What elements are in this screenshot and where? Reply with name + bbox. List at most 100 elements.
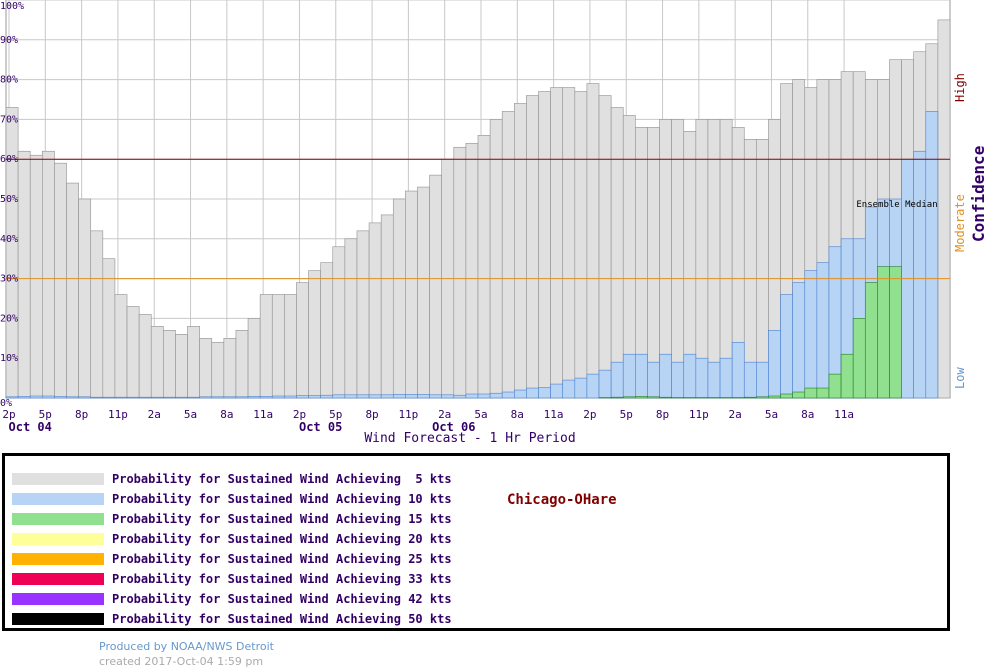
bar bbox=[308, 395, 321, 399]
x-axis-ticks: 2p 5p 8p 11p 2a 5a 8a 11a 2p 5p 8p 11p 2a 5a 8a 11a 2p 5p… bbox=[2, 408, 854, 421]
bar bbox=[550, 383, 564, 399]
bar bbox=[622, 353, 636, 399]
x-tick-label: 8p bbox=[656, 408, 669, 421]
legend-label: Probability for Sustained Wind Achieving… bbox=[112, 472, 452, 486]
series-15kts bbox=[598, 266, 902, 399]
bar bbox=[756, 361, 769, 399]
bar bbox=[320, 394, 334, 399]
x-tick-label: 8p bbox=[75, 408, 88, 421]
y-tick-label: 20% bbox=[0, 313, 18, 324]
bar bbox=[138, 314, 152, 399]
bar bbox=[102, 258, 116, 399]
bar bbox=[102, 396, 116, 399]
legend-swatch bbox=[12, 553, 104, 565]
legend-swatch bbox=[12, 473, 104, 485]
bar bbox=[804, 270, 818, 399]
bar bbox=[199, 337, 213, 399]
bar bbox=[828, 373, 842, 399]
bar bbox=[199, 396, 213, 399]
bar bbox=[925, 111, 939, 399]
bar bbox=[635, 353, 648, 399]
bar bbox=[163, 330, 176, 399]
bar bbox=[441, 394, 455, 399]
bar bbox=[877, 266, 890, 399]
bar bbox=[66, 396, 79, 399]
bar bbox=[308, 270, 321, 399]
bar bbox=[259, 396, 273, 399]
bar bbox=[368, 222, 382, 399]
bar bbox=[332, 394, 346, 399]
y-tick-label: 70% bbox=[0, 114, 18, 125]
bar bbox=[586, 373, 600, 399]
bar bbox=[477, 393, 491, 399]
bar bbox=[453, 394, 467, 399]
bar bbox=[54, 396, 67, 399]
bar bbox=[284, 395, 297, 399]
bar bbox=[562, 87, 576, 399]
bar bbox=[368, 394, 382, 399]
bar bbox=[647, 396, 660, 399]
x-tick-label: 5a bbox=[765, 408, 778, 421]
y-tick-label: 0% bbox=[0, 398, 12, 409]
bar bbox=[356, 394, 370, 399]
bar bbox=[562, 379, 576, 399]
bar bbox=[90, 230, 104, 399]
bar bbox=[816, 262, 830, 399]
bar bbox=[332, 246, 346, 399]
legend-label: Probability for Sustained Wind Achieving… bbox=[112, 552, 452, 566]
bar bbox=[42, 395, 55, 399]
legend-swatch bbox=[12, 533, 104, 545]
bar bbox=[780, 294, 793, 399]
y-tick-label: 90% bbox=[0, 35, 18, 46]
bar bbox=[707, 119, 721, 399]
bar bbox=[598, 369, 612, 399]
bar bbox=[598, 95, 612, 399]
x-tick-label: 11a bbox=[253, 408, 273, 421]
bar bbox=[187, 396, 200, 399]
bar bbox=[840, 353, 854, 399]
bar bbox=[417, 186, 430, 399]
bar bbox=[683, 353, 697, 399]
bar bbox=[743, 396, 757, 399]
bar bbox=[405, 394, 418, 399]
bar bbox=[150, 396, 164, 399]
bar bbox=[465, 142, 479, 399]
bar bbox=[114, 396, 128, 399]
bar bbox=[259, 294, 273, 399]
bar bbox=[889, 266, 902, 399]
bar bbox=[465, 393, 479, 399]
bar bbox=[235, 330, 249, 399]
bar bbox=[42, 150, 55, 399]
bar bbox=[29, 395, 43, 399]
bar bbox=[671, 361, 685, 399]
legend-label: Probability for Sustained Wind Achieving… bbox=[112, 492, 452, 506]
x-tick-label: 5p bbox=[39, 408, 52, 421]
x-tick-label: 11p bbox=[398, 408, 418, 421]
x-tick-label: 8p bbox=[365, 408, 378, 421]
x-tick-label: 2a bbox=[438, 408, 451, 421]
bar bbox=[756, 139, 769, 399]
bar bbox=[29, 154, 43, 399]
legend: Probability for Sustained Wind Achieving… bbox=[2, 453, 950, 631]
legend-label: Probability for Sustained Wind Achieving… bbox=[112, 592, 452, 606]
bar bbox=[247, 318, 261, 399]
bar bbox=[526, 95, 539, 399]
date-label: Oct 05 bbox=[299, 420, 342, 434]
bar bbox=[671, 119, 685, 399]
bar bbox=[296, 395, 309, 399]
bar bbox=[574, 91, 588, 399]
y-tick-label: 40% bbox=[0, 234, 18, 245]
x-tick-label: 8a bbox=[220, 408, 233, 421]
bar bbox=[610, 107, 624, 399]
date-label: Oct 04 bbox=[9, 420, 52, 434]
ensemble-median-annotation: Ensemble Median bbox=[856, 200, 937, 210]
x-tick-label: 2p bbox=[583, 408, 596, 421]
legend-swatch bbox=[12, 613, 104, 625]
y-tick-label: 50% bbox=[0, 194, 18, 205]
date-labels: Oct 04 Oct 05 Oct 06 bbox=[9, 420, 476, 434]
confidence-high-label: High bbox=[953, 73, 967, 102]
y-tick-label: 100% bbox=[0, 1, 24, 12]
bar bbox=[17, 396, 31, 399]
y-tick-label: 10% bbox=[0, 353, 18, 364]
created-timestamp: created 2017-Oct-04 1:59 pm bbox=[99, 655, 264, 668]
